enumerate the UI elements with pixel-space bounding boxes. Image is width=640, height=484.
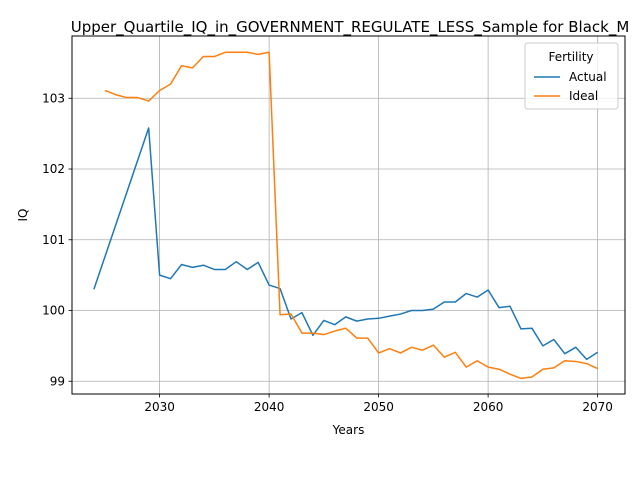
y-tick-label: 102: [42, 162, 65, 176]
legend-box: [524, 42, 619, 110]
y-axis-label: IQ: [16, 209, 30, 222]
x-tick-label: 2040: [254, 400, 285, 414]
y-axis: 99 100 101 102 103: [42, 91, 72, 388]
x-tick-label: 2060: [473, 400, 504, 414]
axes-frame: [71, 35, 626, 395]
y-tick-label: 99: [50, 374, 65, 388]
x-axis: 2030 2040 2050 2060 2070: [144, 394, 613, 414]
legend-label-actual: Actual: [569, 70, 607, 84]
x-tick-label: 2030: [144, 400, 175, 414]
series-line-ideal: [104, 51, 598, 380]
x-tick-label: 2070: [582, 400, 613, 414]
legend-label-ideal: Ideal: [569, 89, 598, 103]
legend-title: Fertility: [548, 50, 593, 64]
series-line-actual: [93, 127, 599, 361]
legend: Fertility Actual Ideal: [524, 42, 619, 110]
x-axis-label: Years: [332, 423, 365, 437]
y-tick-label: 103: [42, 91, 65, 105]
y-tick-label: 100: [42, 304, 65, 318]
chart-title: Upper_Quartile_IQ_in_GOVERNMENT_REGULATE…: [71, 18, 630, 37]
y-tick-label: 101: [42, 233, 65, 247]
x-tick-label: 2050: [363, 400, 394, 414]
plot-area: [93, 51, 599, 380]
